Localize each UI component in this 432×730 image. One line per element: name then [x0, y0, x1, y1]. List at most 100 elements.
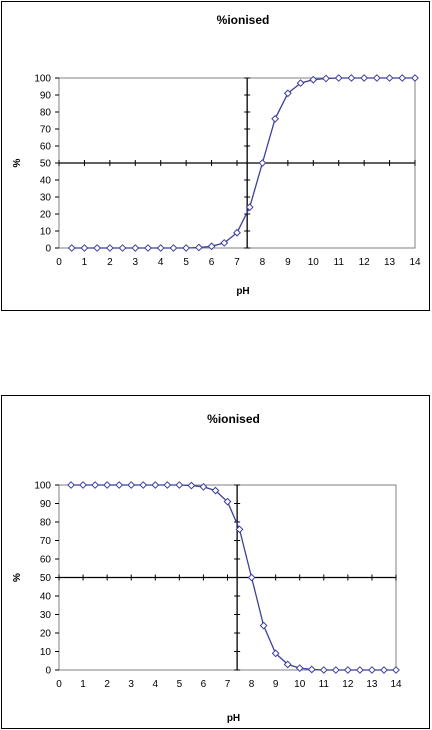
chart-top-data-point — [334, 74, 343, 82]
chart-bottom-data-point — [247, 573, 256, 582]
chart-bottom-data-point — [115, 481, 124, 489]
chart-top-xtick-label: 13 — [384, 257, 396, 268]
chart-bottom-xtick-label: 12 — [342, 679, 354, 690]
chart-bottom-data-point — [67, 481, 75, 489]
chart-top-data-point — [385, 74, 394, 82]
chart-bottom-data-point — [380, 666, 388, 674]
chart-bottom-data-point — [368, 666, 376, 674]
chart-bottom-data-point — [211, 486, 220, 495]
chart-top-xtick-label: 8 — [260, 257, 266, 268]
chart-bottom-xtick-label: 2 — [104, 679, 110, 690]
chart-top-xtick-label: 1 — [82, 257, 88, 268]
chart-top-data-point — [118, 244, 127, 252]
chart-bottom-ytick-label: 90 — [40, 499, 52, 510]
chart-top-data-point — [207, 242, 216, 251]
chart-top-xtick-label: 5 — [183, 257, 189, 268]
chart-top-series-line — [71, 77, 415, 249]
chart-bottom-data-point — [199, 482, 208, 491]
chart-bottom-data-point — [235, 525, 244, 534]
chart-bottom-xtick-label: 13 — [366, 679, 378, 690]
chart-bottom-y-axis-label: % — [12, 573, 23, 582]
chart-top-data-point — [360, 74, 369, 82]
chart-top-data-point — [398, 74, 407, 82]
chart-bottom-xtick-label: 9 — [273, 679, 279, 690]
chart-bottom-xtick-label: 8 — [249, 679, 255, 690]
chart-top-xtick-label: 12 — [359, 257, 371, 268]
chart-bottom-xtick-label: 7 — [225, 679, 231, 690]
chart-bottom-xtick-label: 0 — [56, 679, 62, 690]
chart-top-data-point — [322, 74, 330, 83]
chart-bottom-data-point — [223, 497, 232, 506]
chart-top-data-point — [194, 243, 203, 252]
chart-bottom-ytick-label: 50 — [40, 573, 52, 584]
chart-top-xtick-label: 9 — [285, 257, 291, 268]
chart-top-data-point — [67, 244, 76, 252]
chart-bottom-data-point — [127, 481, 136, 489]
chart-panel-bottom: %ionised 0 10 20 30 40 50 60 70 80 90 100 0 1 2 3 4 5 6 7 8 9… — [1, 395, 430, 729]
chart-bottom-data-point — [151, 481, 160, 489]
chart-top-xtick-label: 2 — [107, 257, 113, 268]
chart-bottom-data-point — [355, 666, 364, 674]
chart-bottom-xtick-label: 10 — [294, 679, 306, 690]
chart-top-data-point — [283, 89, 292, 98]
chart-bottom-ytick-label: 40 — [40, 592, 52, 603]
chart-bottom-data-point — [343, 666, 352, 674]
chart-bottom-ytick-label: 0 — [45, 666, 51, 677]
chart-bottom-ytick-label: 80 — [40, 518, 52, 529]
chart-bottom-series-line — [71, 484, 396, 671]
chart-bottom-data-point — [283, 660, 292, 669]
chart-top-data-point — [411, 74, 419, 82]
chart-bottom-xtick-label: 5 — [177, 679, 183, 690]
chart-bottom-data-point — [259, 621, 268, 630]
chart-top-xtick-label: 14 — [409, 257, 421, 268]
chart-top-ytick-label: 50 — [40, 159, 52, 170]
chart-top-ytick-label: 60 — [40, 142, 52, 153]
chart-top-ytick-label: 20 — [40, 210, 52, 221]
chart-bottom-ytick-label: 20 — [40, 629, 52, 640]
chart-bottom-ytick-label: 70 — [40, 536, 52, 547]
chart-bottom-data-point — [271, 649, 280, 658]
chart-bottom-ytick-label: 100 — [34, 481, 51, 492]
chart-panel-top: %ionised 0 10 20 30 40 50 60 70 80 90 100 0 1 2 3 4 5 6 7 8 9… — [1, 1, 430, 311]
chart-top-ytick-label: 10 — [40, 227, 52, 238]
chart-bottom-data-point — [187, 481, 196, 490]
chart-bottom-xtick-label: 14 — [390, 679, 402, 690]
chart-top-data-point — [296, 79, 305, 88]
chart-top-data-point — [182, 244, 191, 252]
chart-bottom-xtick-label: 11 — [319, 679, 330, 690]
chart-top-data-point — [258, 159, 267, 167]
chart-bottom-xtick-label: 6 — [201, 679, 207, 690]
chart-top-data-point — [271, 114, 280, 123]
chart-top-data-point — [93, 244, 102, 252]
chart-top-title: %ionised — [217, 13, 270, 27]
chart-bottom-title: %ionised — [207, 412, 260, 426]
chart-top-xtick-label: 4 — [158, 257, 164, 268]
chart-bottom-data-point — [307, 665, 316, 674]
chart-bottom-data-point — [139, 481, 148, 489]
chart-top-data-point — [233, 228, 241, 237]
chart-bottom-data-point — [103, 481, 112, 489]
chart-top-data-point — [372, 74, 381, 82]
chart-top-data-point — [169, 244, 178, 252]
chart-top-data-point — [131, 244, 140, 252]
chart-top-ytick-label: 80 — [40, 108, 52, 119]
chart-bottom-data-point — [163, 481, 172, 489]
chart-top-xtick-label: 6 — [209, 257, 215, 268]
chart-bottom-data-point — [319, 666, 328, 674]
chart-top-ytick-label: 90 — [40, 91, 52, 102]
chart-top-ytick-label: 70 — [40, 125, 52, 136]
chart-top-x-axis-label: pH — [236, 286, 249, 297]
chart-top-data-point — [245, 203, 254, 212]
chart-bottom-data-point — [295, 664, 304, 673]
chart-top-data-point — [144, 244, 152, 252]
chart-top-data-point — [309, 75, 318, 84]
chart-bottom-ytick-label: 30 — [40, 610, 52, 621]
chart-top-data-point — [105, 244, 114, 252]
chart-bottom-data-point — [91, 481, 100, 489]
chart-top-xtick-label: 7 — [234, 257, 240, 268]
chart-top-xtick-label: 3 — [133, 257, 139, 268]
chart-bottom-data-point — [175, 481, 184, 489]
chart-top-ytick-label: 0 — [45, 244, 51, 255]
chart-top-xtick-label: 10 — [308, 257, 320, 268]
chart-top-y-axis-label: % — [12, 158, 23, 167]
